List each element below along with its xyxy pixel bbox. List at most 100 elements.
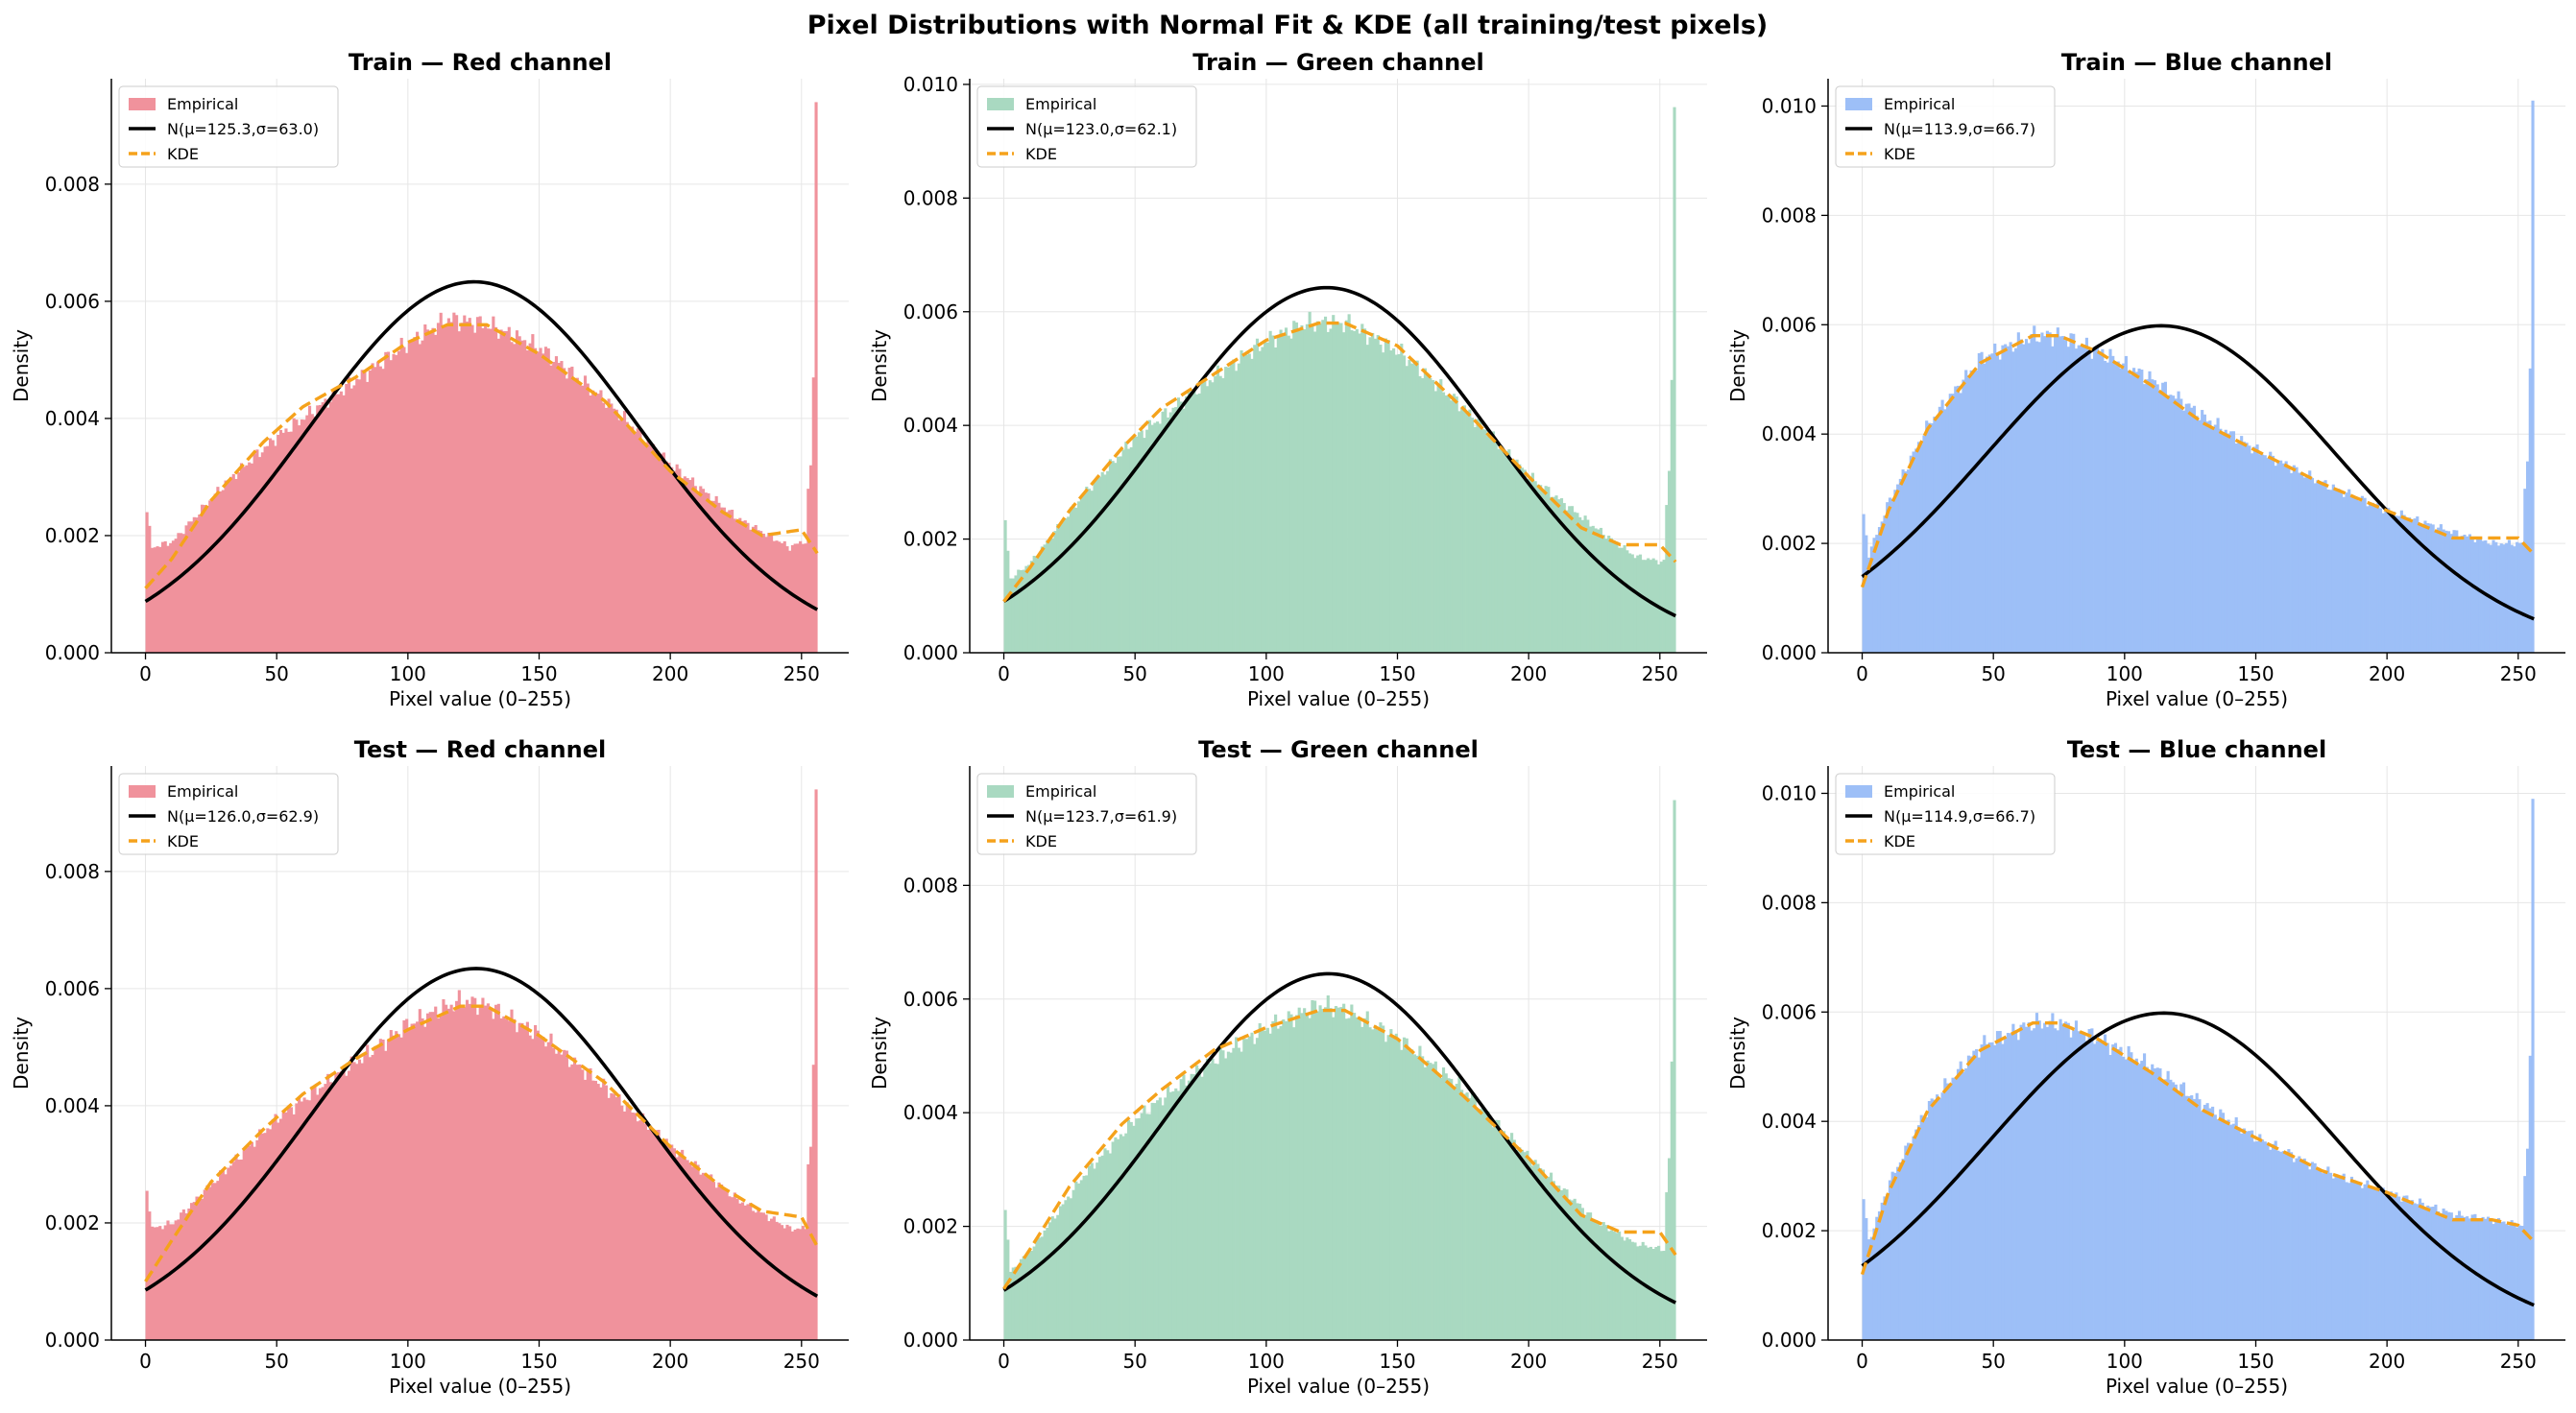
hist-bar — [543, 347, 548, 653]
hist-bar — [2033, 1028, 2036, 1340]
hist-bar — [2084, 337, 2088, 653]
hist-bar — [1872, 538, 1876, 653]
hist-bar — [2201, 410, 2204, 653]
hist-bar — [1570, 1200, 1575, 1340]
hist-bar — [2431, 524, 2435, 653]
hist-bar — [1038, 1237, 1042, 1340]
hist-bar — [504, 331, 509, 653]
hist-bar — [1465, 1092, 1469, 1340]
hist-bar — [520, 340, 524, 653]
hist-bar — [363, 371, 367, 653]
hist-bar — [1930, 422, 1934, 653]
hist-bar — [321, 402, 325, 653]
hist-bar — [1630, 554, 1634, 653]
hist-bar — [1368, 337, 1372, 653]
hist-bar — [2392, 512, 2395, 653]
hist-bar — [1497, 448, 1501, 653]
hist-bar — [704, 492, 708, 653]
hist-bar — [722, 1188, 726, 1340]
hist-bar — [1486, 1111, 1490, 1340]
hist-bar — [1943, 1078, 1947, 1340]
hist-bar — [2271, 455, 2275, 653]
hist-bar — [1668, 1158, 1672, 1340]
hist-bar — [754, 1212, 758, 1340]
hist-bar — [1014, 575, 1018, 653]
hist-bar — [1022, 1256, 1025, 1340]
hist-bar — [1898, 1162, 1902, 1340]
hist-bar — [158, 1226, 162, 1340]
hist-bar — [557, 363, 561, 653]
y-tick-label: 0.004 — [903, 1101, 958, 1124]
hist-bar — [2496, 545, 2501, 653]
legend-box — [976, 85, 1197, 168]
hist-bar — [1565, 1189, 1569, 1340]
hist-bar — [192, 516, 196, 653]
hist-bar — [2019, 1024, 2023, 1340]
hist-bar — [307, 1100, 312, 1340]
normal-fit-line — [1861, 1011, 2535, 1307]
hist-bar — [446, 1008, 450, 1340]
hist-bar — [1211, 382, 1215, 653]
hist-bar — [2263, 455, 2267, 653]
hist-bar — [1135, 436, 1139, 653]
hist-bar — [2334, 488, 2338, 653]
hist-bar — [1265, 1027, 1269, 1340]
hist-bar — [683, 1159, 686, 1340]
hist-bar — [378, 1039, 382, 1340]
hist-bar — [499, 329, 503, 653]
hist-bar — [523, 340, 527, 653]
x-tick-label: 150 — [1379, 1350, 1415, 1373]
hist-bar — [518, 336, 521, 653]
hist-bar — [2155, 1067, 2159, 1340]
hist-bar — [1940, 1092, 1944, 1340]
hist-bar — [2153, 1068, 2157, 1340]
hist-bar — [1397, 353, 1401, 653]
hist-bar — [470, 996, 474, 1340]
hist-bar — [504, 1018, 509, 1340]
x-tick-label: 0 — [139, 662, 152, 685]
hist-bar — [2048, 332, 2052, 653]
hist-bar — [1289, 1014, 1293, 1340]
hist-bar — [431, 327, 435, 653]
hist-bar — [1315, 321, 1319, 653]
hist-bar — [1265, 342, 1269, 653]
hist-bar — [542, 353, 545, 653]
hist-bar — [2371, 1188, 2374, 1340]
hist-bar — [2284, 461, 2288, 653]
hist-bar — [277, 435, 280, 653]
hist-bar — [804, 1229, 807, 1340]
hist-bar — [242, 1148, 246, 1340]
hist-bar — [284, 1112, 288, 1340]
hist-bar — [242, 467, 246, 653]
hist-bar — [717, 502, 721, 653]
hist-bar — [804, 543, 807, 653]
x-tick-label: 50 — [1981, 662, 2005, 685]
hist-bar — [2158, 392, 2162, 653]
normal-fit-line — [1002, 971, 1677, 1305]
hist-bar — [672, 470, 677, 653]
hist-bar — [1644, 560, 1648, 653]
hist-bar — [1032, 555, 1036, 653]
hist-bar — [1279, 1026, 1283, 1340]
hist-bar — [2142, 1053, 2147, 1340]
hist-bar — [1418, 375, 1422, 653]
hist-bar — [2103, 1034, 2107, 1340]
hist-bar — [1429, 1063, 1432, 1340]
hist-bar — [187, 521, 191, 653]
hist-bar — [1909, 455, 1913, 653]
hist-bar — [686, 478, 689, 653]
hist-bar — [2502, 1221, 2506, 1340]
hist-bar — [1182, 1074, 1186, 1340]
hist-bar — [2274, 1140, 2277, 1340]
hist-bar — [1473, 1095, 1477, 1340]
hist-bar — [638, 428, 642, 653]
hist-bar — [198, 515, 202, 653]
hist-bar — [2455, 530, 2459, 653]
hist-bar — [728, 510, 732, 653]
hist-bar — [2166, 395, 2170, 653]
hist-bar — [2027, 343, 2031, 653]
hist-bar — [2510, 1220, 2514, 1340]
hist-bar — [1550, 496, 1553, 653]
hist-bar — [2378, 508, 2383, 653]
hist-bar — [1003, 1209, 1007, 1340]
